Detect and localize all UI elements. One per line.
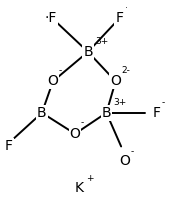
Text: 3+: 3+: [95, 37, 109, 46]
Text: O: O: [47, 74, 58, 88]
Text: +: +: [86, 174, 94, 183]
Text: B: B: [83, 45, 93, 59]
Text: ·: ·: [125, 4, 128, 13]
Text: O: O: [110, 74, 121, 88]
Text: K: K: [74, 181, 83, 196]
Text: 3+: 3+: [114, 98, 127, 106]
Text: O: O: [119, 154, 130, 168]
Text: -: -: [162, 99, 165, 108]
Text: B: B: [37, 106, 47, 120]
Text: -: -: [81, 118, 84, 128]
Text: -: -: [130, 147, 134, 156]
Text: F: F: [115, 11, 123, 25]
Text: F: F: [5, 140, 13, 153]
Text: 2-: 2-: [121, 66, 130, 75]
Text: O: O: [70, 127, 81, 141]
Text: B: B: [102, 106, 111, 120]
Text: -: -: [59, 66, 62, 75]
Text: F: F: [152, 106, 160, 120]
Text: ·F: ·F: [45, 11, 57, 25]
